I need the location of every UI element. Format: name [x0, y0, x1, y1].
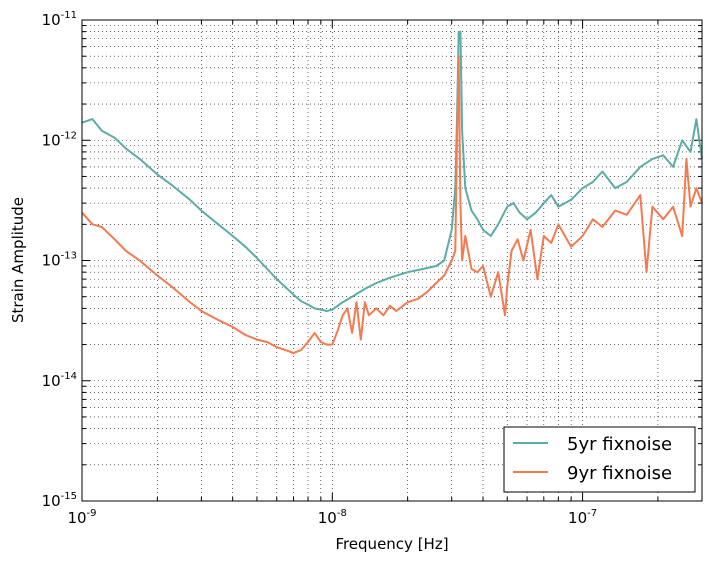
series-line-5yr-fixnoise	[81, 30, 703, 312]
y-tick-label: 10-12	[42, 130, 77, 149]
x-tick-labels: 10-9 10-8 10-7	[67, 508, 597, 527]
series-line-9yr-fixnoise	[81, 55, 703, 354]
x-tick-label: 10-7	[568, 508, 597, 527]
x-axis-label: Frequency [Hz]	[335, 535, 448, 553]
x-tick-label: 10-9	[67, 508, 96, 527]
y-tick-label: 10-15	[42, 491, 77, 510]
series-lines	[81, 30, 703, 354]
y-tick-label: 10-14	[42, 371, 77, 390]
legend-label-5yr-fixnoise: 5yr fixnoise	[567, 434, 672, 455]
legend: 5yr fixnoise 9yr fixnoise	[503, 426, 696, 493]
y-tick-labels: 10-15 10-14 10-13 10-12 10-11	[42, 10, 77, 510]
y-tick-label: 10-13	[42, 251, 77, 270]
plot-frame	[81, 19, 703, 502]
y-axis-label: Strain Amplitude	[9, 197, 27, 323]
legend-box	[503, 426, 696, 493]
x-tick-label: 10-8	[318, 508, 347, 527]
legend-label-9yr-fixnoise: 9yr fixnoise	[567, 463, 672, 484]
y-tick-label: 10-11	[42, 10, 77, 29]
